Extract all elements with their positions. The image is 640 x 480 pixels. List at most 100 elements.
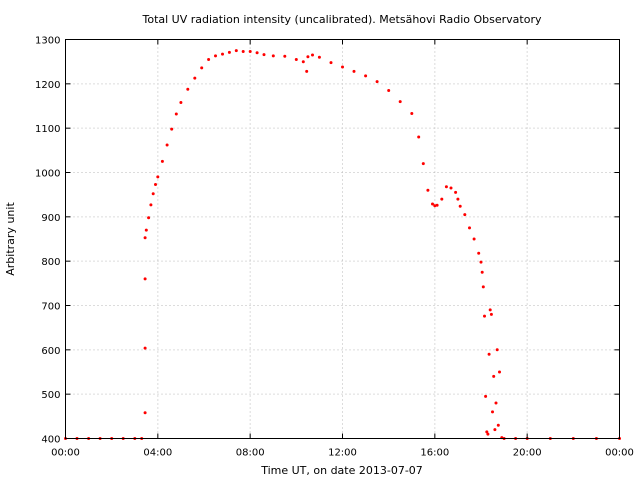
axis-ticks	[65, 39, 620, 439]
data-point	[144, 228, 148, 232]
data-point	[143, 411, 147, 415]
data-point	[421, 162, 425, 166]
data-point	[364, 74, 368, 78]
x-tick-labels: 00:00 04:00 08:00 12:00 16:00 20:00 00:00	[51, 448, 634, 459]
data-point	[311, 53, 314, 57]
data-point	[483, 314, 486, 318]
data-point	[387, 89, 391, 92]
chart-title: Total UV radiation intensity (uncalibrat…	[142, 13, 542, 26]
x-tick-label: 00:00	[605, 448, 634, 459]
y-tick-label: 1100	[35, 124, 60, 135]
y-tick-label: 500	[41, 390, 60, 401]
y-tick-labels: 400 500 600 700 800 900 1000 1100 1200 1300	[35, 36, 60, 446]
data-point	[160, 159, 164, 163]
x-tick-label: 04:00	[143, 448, 172, 459]
data-point	[283, 54, 287, 58]
data-point	[214, 54, 217, 58]
y-tick-label: 900	[41, 213, 60, 224]
data-point	[398, 100, 402, 104]
y-tick-label: 1300	[35, 36, 60, 47]
data-point	[255, 51, 259, 55]
plot-frame	[65, 39, 620, 439]
data-point	[492, 374, 496, 378]
data-point	[352, 69, 356, 73]
data-point	[458, 204, 462, 208]
data-point	[495, 348, 499, 352]
data-point	[234, 49, 238, 53]
data-point	[174, 112, 178, 116]
y-tick-label: 1200	[35, 80, 60, 91]
data-point	[431, 202, 434, 206]
data-point	[489, 312, 493, 316]
data-point	[493, 428, 497, 432]
data-point	[435, 203, 439, 207]
x-tick-label: 00:00	[51, 448, 80, 459]
data-point	[151, 192, 155, 196]
data-point	[486, 432, 490, 436]
data-point	[170, 127, 174, 131]
data-point	[484, 394, 488, 398]
data-point	[248, 50, 252, 53]
data-point	[156, 175, 160, 179]
y-tick-label: 600	[41, 346, 60, 357]
data-point	[410, 112, 414, 115]
x-tick-label: 20:00	[513, 448, 542, 459]
data-point	[426, 188, 430, 192]
x-tick-label: 12:00	[328, 448, 357, 459]
data-point	[165, 143, 169, 147]
data-point	[149, 203, 153, 207]
data-point	[200, 66, 204, 70]
data-point	[494, 401, 498, 405]
y-tick-label: 400	[41, 435, 60, 446]
data-point	[341, 65, 344, 69]
data-point	[479, 260, 483, 264]
data-point	[454, 190, 458, 194]
data-point	[143, 236, 147, 240]
data-point	[472, 237, 476, 241]
y-tick-label: 800	[41, 257, 60, 268]
x-tick-label: 08:00	[236, 448, 265, 459]
data-point	[375, 80, 379, 84]
data-point	[193, 76, 197, 80]
data-point	[456, 197, 460, 201]
data-point	[305, 69, 309, 73]
data-point	[463, 213, 467, 217]
data-point	[444, 185, 448, 189]
y-axis-label: Arbitrary unit	[4, 202, 17, 276]
data-point	[179, 101, 183, 104]
data-point	[301, 60, 305, 64]
data-point	[221, 52, 224, 56]
data-point	[227, 50, 231, 54]
data-point	[262, 53, 266, 57]
data-point	[496, 423, 500, 427]
data-point	[440, 197, 444, 201]
y-tick-label: 700	[41, 302, 60, 313]
data-point	[241, 50, 245, 53]
data-point	[143, 346, 147, 350]
x-tick-label: 16:00	[420, 448, 449, 459]
data-point	[154, 183, 157, 186]
data-point	[294, 58, 298, 61]
data-point	[207, 58, 211, 61]
data-point	[449, 186, 453, 190]
data-point	[417, 135, 421, 139]
data-point	[147, 216, 151, 220]
data-point	[488, 308, 492, 312]
x-axis-label: Time UT, on date 2013-07-07	[260, 464, 423, 477]
data-point	[271, 54, 275, 58]
grid-lines	[65, 39, 620, 439]
data-point	[498, 370, 501, 374]
data-point	[433, 204, 437, 208]
data-point	[480, 270, 484, 274]
data-point	[143, 277, 147, 281]
data-point	[186, 87, 190, 91]
data-point	[487, 352, 491, 356]
data-point	[477, 251, 481, 255]
y-tick-label: 1000	[35, 169, 60, 180]
data-point	[317, 55, 321, 59]
data-point	[306, 55, 310, 59]
data-point	[329, 61, 333, 65]
data-point	[468, 226, 471, 230]
data-point	[491, 410, 494, 414]
